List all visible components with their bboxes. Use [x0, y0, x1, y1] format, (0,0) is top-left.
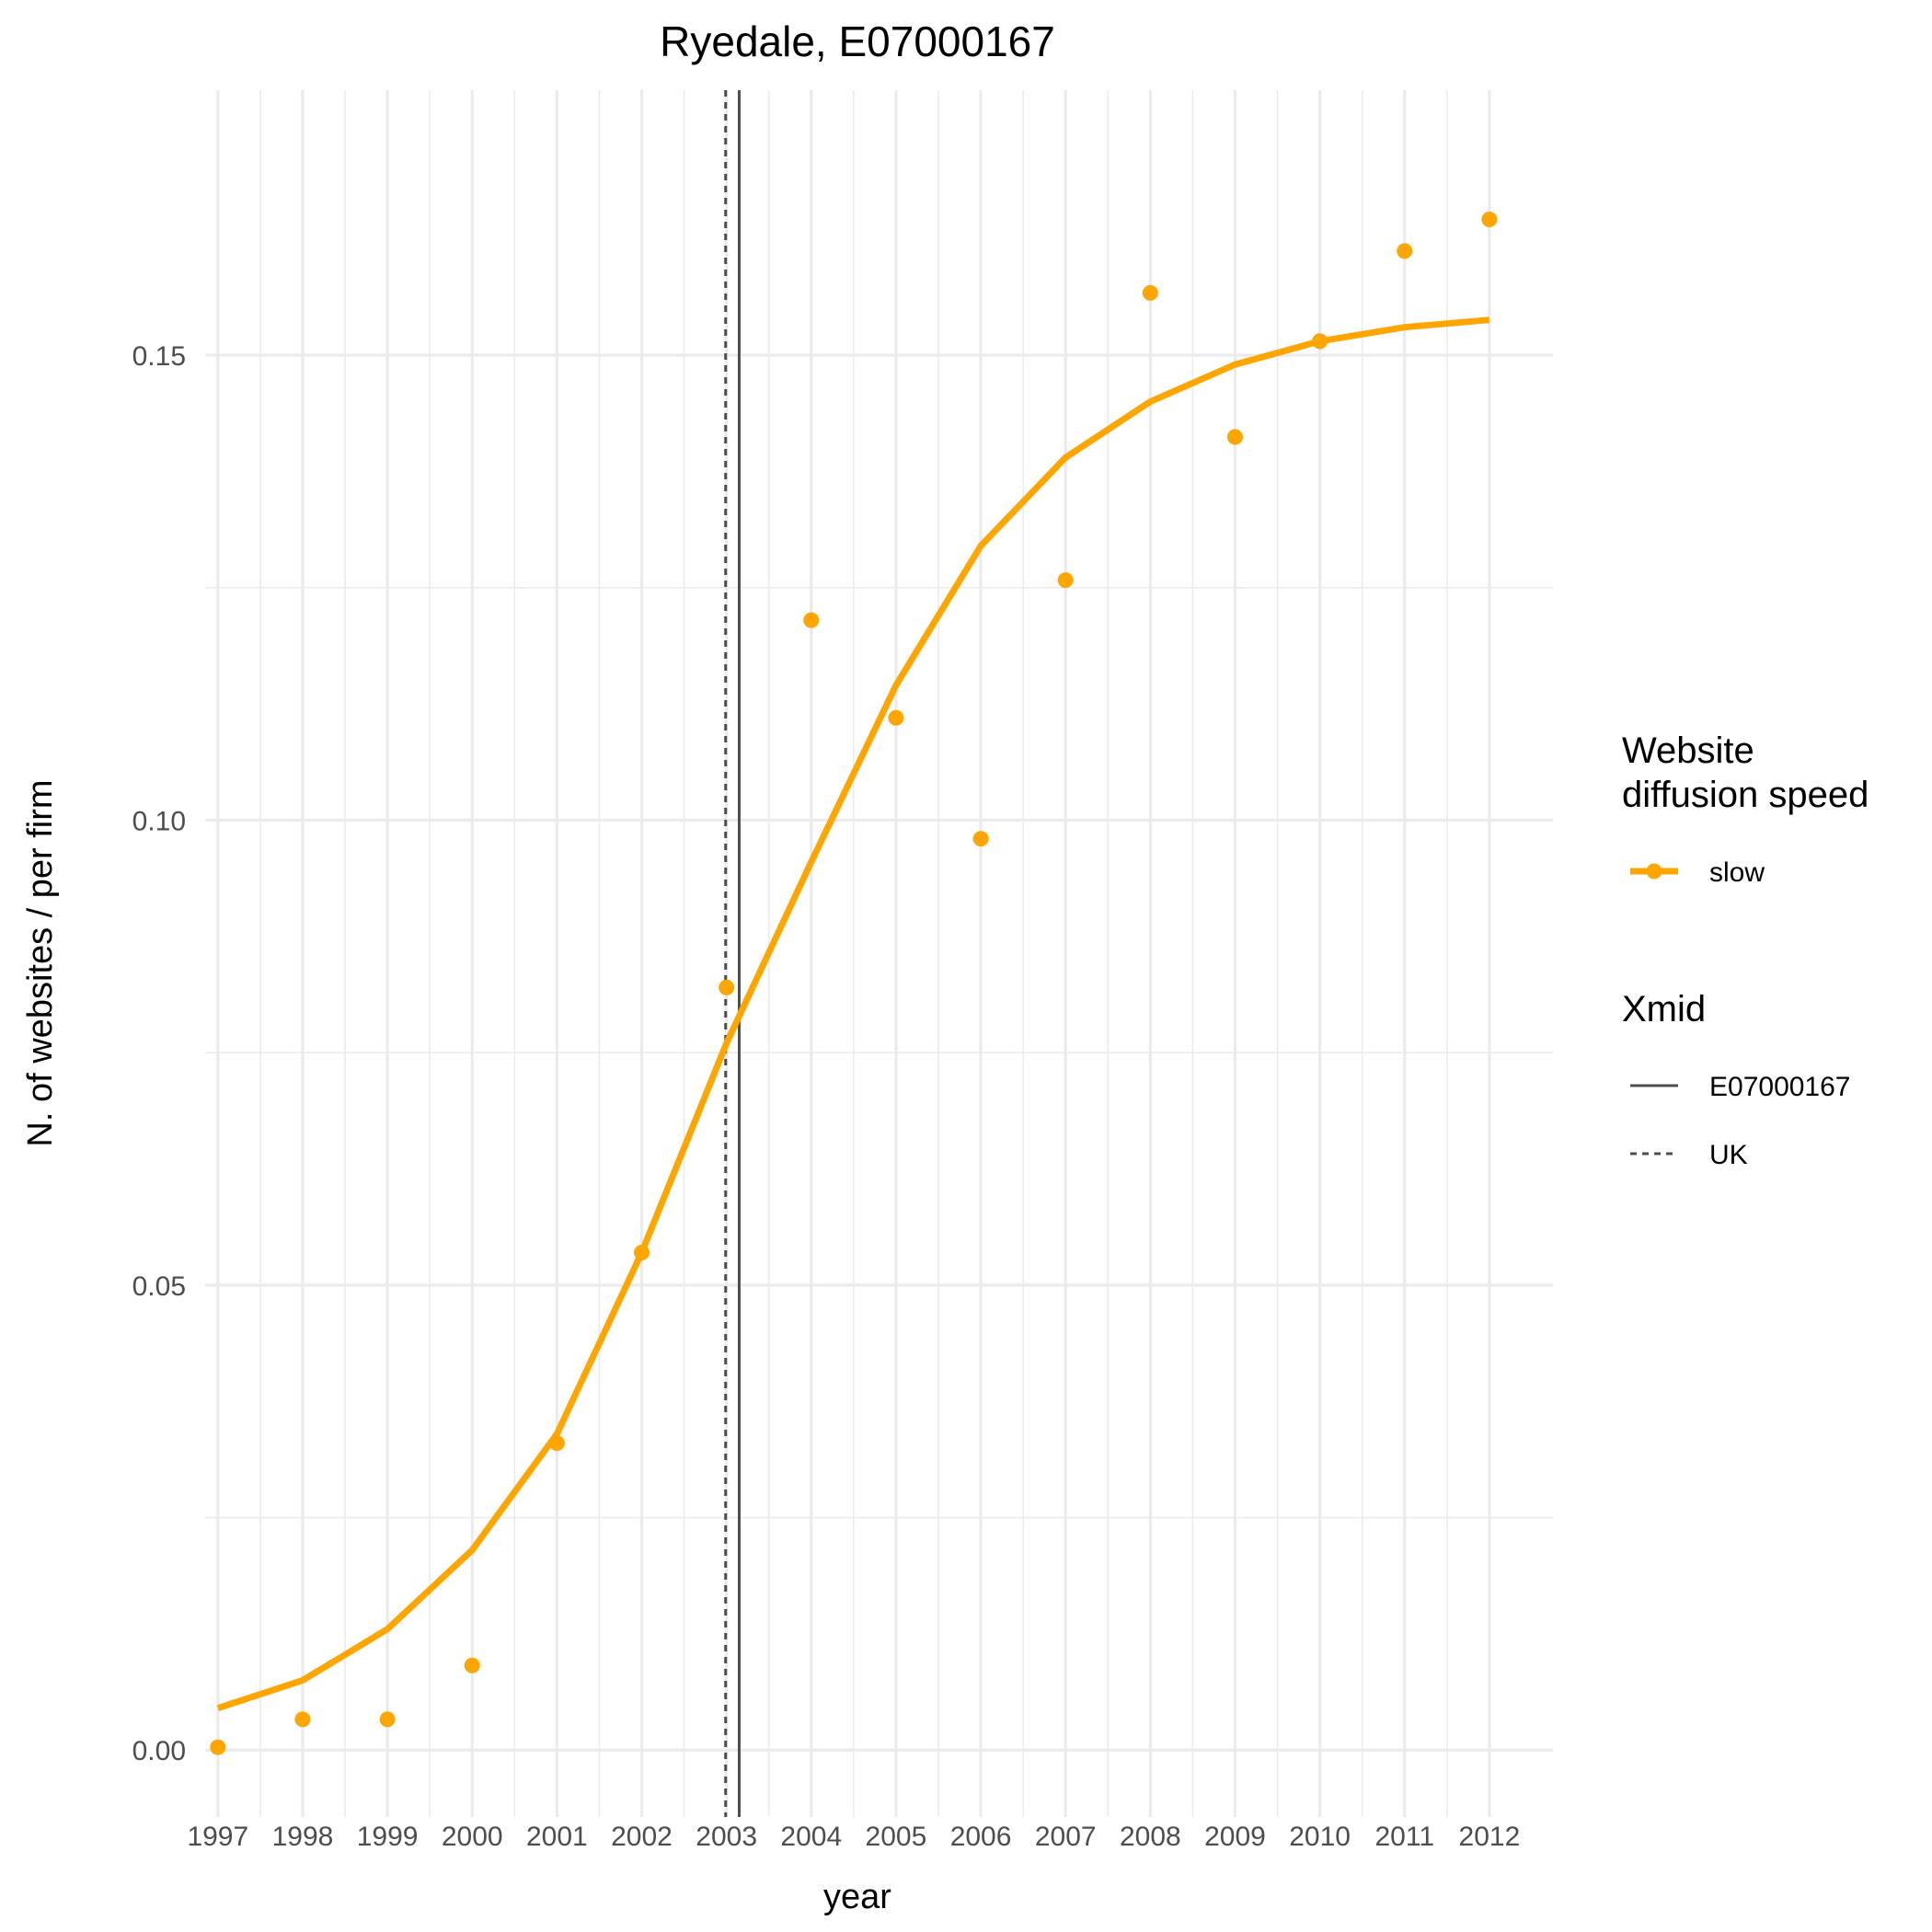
x-tick-label: 2008 [1120, 1822, 1181, 1852]
data-point-2001 [548, 1435, 565, 1452]
y-tick-label: 0.10 [132, 806, 186, 836]
legend-item-uk: UK [1630, 1140, 1748, 1170]
reference-lines [724, 90, 741, 1817]
legend: Website diffusion speed slow Xmid E07000… [1622, 730, 1869, 1170]
legend-title-line-2: diffusion speed [1622, 775, 1869, 815]
x-tick-label: 1999 [357, 1822, 419, 1852]
data-point-2010 [1312, 333, 1328, 350]
series-layer [210, 211, 1498, 1755]
legend-label-e07000167: E07000167 [1709, 1072, 1851, 1102]
x-tick-label: 2010 [1289, 1822, 1351, 1852]
data-point-2006 [972, 831, 989, 847]
y-tick-label: 0.00 [132, 1736, 186, 1766]
legend-group-xmid: Xmid E07000167 UK [1622, 989, 1851, 1170]
data-point-2008 [1142, 284, 1158, 301]
series-line-slow [216, 316, 1490, 1712]
x-tick-label: 2003 [696, 1822, 757, 1852]
legend-item-e07000167: E07000167 [1630, 1072, 1851, 1102]
x-tick-label: 2004 [780, 1822, 842, 1852]
data-point-2002 [634, 1244, 650, 1260]
x-tick-label: 2011 [1375, 1822, 1435, 1852]
y-axis-title: N. of websites / per firm [21, 779, 60, 1146]
legend-title-line-1: Website [1622, 730, 1754, 771]
data-point-2012 [1481, 211, 1498, 227]
legend-group-diffusion-speed: Website diffusion speed slow [1622, 730, 1869, 888]
x-tick-label: 1997 [187, 1822, 248, 1852]
data-point-2005 [888, 709, 904, 726]
x-axis-tick-labels: 1997 1998 1999 2000 2001 2002 2003 2004 2005 2006… [187, 1822, 1520, 1852]
y-tick-label: 0.15 [132, 341, 186, 372]
x-tick-label: 2001 [526, 1822, 588, 1852]
legend-item-slow: slow [1630, 857, 1765, 888]
x-tick-label: 2012 [1459, 1822, 1521, 1852]
chart-title: Ryedale, E07000167 [660, 17, 1055, 65]
legend-title-xmid: Xmid [1622, 989, 1706, 1029]
y-tick-label: 0.05 [132, 1271, 186, 1302]
data-point-1999 [379, 1711, 396, 1728]
x-tick-label: 2005 [866, 1822, 927, 1852]
x-axis-title: year [823, 1878, 891, 1916]
x-tick-label: 2006 [950, 1822, 1012, 1852]
data-point-1998 [294, 1711, 311, 1728]
x-tick-label: 2007 [1035, 1822, 1097, 1852]
data-point-2003 [719, 979, 735, 995]
legend-label-slow: slow [1709, 857, 1765, 888]
legend-label-uk: UK [1709, 1140, 1748, 1170]
legend-key-slow-point [1646, 863, 1662, 880]
x-tick-label: 2009 [1204, 1822, 1266, 1852]
data-point-2007 [1057, 572, 1074, 589]
x-tick-label: 1998 [272, 1822, 334, 1852]
data-point-2004 [803, 612, 820, 628]
x-tick-label: 2002 [611, 1822, 673, 1852]
y-axis-tick-labels: 0.00 0.05 0.10 0.15 [132, 341, 186, 1766]
x-tick-label: 2000 [442, 1822, 503, 1852]
data-point-2011 [1397, 243, 1413, 259]
data-point-1997 [210, 1739, 226, 1755]
data-point-2009 [1226, 429, 1243, 445]
data-point-2000 [464, 1657, 480, 1673]
